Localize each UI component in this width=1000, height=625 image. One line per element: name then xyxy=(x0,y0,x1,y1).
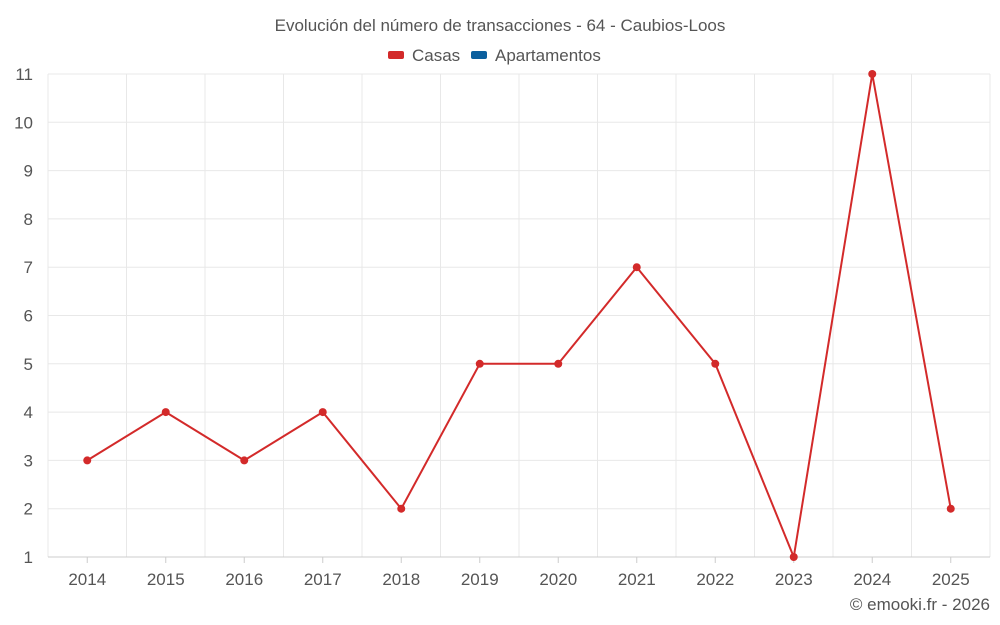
y-tick-label: 9 xyxy=(24,162,33,181)
x-tick-label: 2016 xyxy=(225,570,263,589)
x-tick-label: 2018 xyxy=(382,570,420,589)
x-tick-label: 2024 xyxy=(853,570,891,589)
data-point-casas[interactable] xyxy=(868,70,877,78)
series-group xyxy=(83,70,955,561)
x-axis-ticks: 2014 2015 2016 2017 2018 2019 2020 2021 2022 2023… xyxy=(68,557,970,589)
y-tick-label: 1 xyxy=(24,548,33,567)
y-tick-label: 5 xyxy=(24,355,33,374)
legend-label-casas: Casas xyxy=(412,46,460,65)
legend-item-casas[interactable]: Casas xyxy=(388,46,460,65)
data-point-casas[interactable] xyxy=(946,504,955,513)
y-tick-label: 10 xyxy=(14,113,33,132)
x-tick-label: 2015 xyxy=(147,570,185,589)
data-point-casas[interactable] xyxy=(789,553,798,561)
y-tick-label: 11 xyxy=(15,65,33,84)
y-tick-label: 4 xyxy=(24,403,33,422)
y-tick-label: 7 xyxy=(24,258,33,277)
y-tick-label: 3 xyxy=(24,451,33,470)
data-point-casas[interactable] xyxy=(397,504,406,513)
series-casas xyxy=(83,70,955,561)
x-tick-label: 2023 xyxy=(775,570,813,589)
x-tick-label: 2019 xyxy=(461,570,499,589)
x-tick-label: 2017 xyxy=(304,570,342,589)
series-line-casas xyxy=(86,73,952,558)
data-point-casas[interactable] xyxy=(475,359,484,368)
chart-title: Evolución del número de transacciones - … xyxy=(275,16,726,35)
x-tick-label: 2020 xyxy=(539,570,577,589)
y-axis-ticks: 1 2 3 4 5 6 7 8 9 10 11 xyxy=(14,65,33,567)
data-point-casas[interactable] xyxy=(161,408,170,417)
legend-swatch-casas xyxy=(388,51,404,59)
data-point-casas[interactable] xyxy=(632,263,641,272)
legend-swatch-apartamentos xyxy=(471,51,487,59)
data-point-casas[interactable] xyxy=(318,408,327,417)
data-point-casas[interactable] xyxy=(554,359,563,368)
data-point-casas[interactable] xyxy=(711,359,720,368)
x-tick-label: 2014 xyxy=(68,570,106,589)
data-point-casas[interactable] xyxy=(83,456,92,465)
legend-label-apartamentos: Apartamentos xyxy=(495,46,601,65)
y-tick-label: 6 xyxy=(24,307,33,326)
grid xyxy=(47,73,991,558)
y-tick-label: 2 xyxy=(24,500,33,519)
data-point-casas[interactable] xyxy=(240,456,249,465)
legend-item-apartamentos[interactable]: Apartamentos xyxy=(471,46,601,65)
legend: Casas Apartamentos xyxy=(388,46,601,65)
x-tick-label: 2022 xyxy=(696,570,734,589)
x-tick-label: 2025 xyxy=(932,570,970,589)
y-tick-label: 8 xyxy=(24,210,33,229)
credit-text: © emooki.fr - 2026 xyxy=(850,595,990,614)
x-tick-label: 2021 xyxy=(618,570,656,589)
